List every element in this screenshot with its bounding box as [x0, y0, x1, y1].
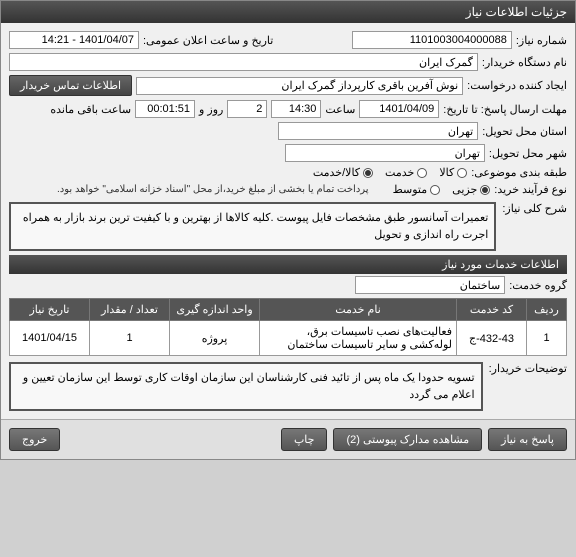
radio-dot-icon [417, 168, 427, 178]
announce-field: 1401/04/07 - 14:21 [9, 31, 139, 49]
td-code: 432-43-ج [457, 321, 527, 356]
radio-both-label: کالا/خدمت [313, 166, 360, 179]
row-process: نوع فرآیند خرید: جزیی متوسط پرداخت تمام … [9, 183, 567, 196]
deadline-time-field: 14:30 [271, 100, 321, 118]
category-label: طبقه بندی موضوعی: [471, 166, 567, 179]
province-field: تهران [278, 122, 478, 140]
province-label: استان محل تحویل: [482, 125, 567, 138]
radio-dot-icon [363, 168, 373, 178]
th-name: نام خدمت [260, 299, 457, 321]
announce-label: تاریخ و ساعت اعلان عمومی: [143, 34, 273, 47]
requester-field: نوش آفرین باقری کارپرداز گمرک ایران [136, 77, 463, 95]
radio-khadamat[interactable]: خدمت [385, 166, 427, 179]
days-label: روز و [199, 103, 223, 116]
deadline-label: مهلت ارسال پاسخ: تا تاریخ: [443, 103, 567, 116]
footer-buttons: پاسخ به نیاز مشاهده مدارک پیوستی (2) چاپ… [1, 419, 575, 459]
td-qty: 1 [90, 321, 170, 356]
category-radio-group: کالا خدمت کالا/خدمت [313, 166, 467, 179]
row-requester: ایجاد کننده درخواست: نوش آفرین باقری کار… [9, 75, 567, 96]
buyer-org-field: گمرک ایران [9, 53, 478, 71]
general-desc-box: تعمیرات آسانسور طبق مشخصات فایل پیوست .ک… [9, 202, 496, 251]
group-label: گروه خدمت: [509, 279, 567, 292]
row-niaz-number: شماره نیاز: 1101003004000088 تاریخ و ساع… [9, 31, 567, 49]
radio-dot-icon [457, 168, 467, 178]
print-button[interactable]: چاپ [281, 428, 328, 451]
time-label-1: ساعت [325, 103, 355, 116]
table-header-row: ردیف کد خدمت نام خدمت واحد اندازه گیری ت… [10, 299, 567, 321]
payment-note: پرداخت تمام یا بخشی از مبلغ خرید،از محل … [57, 184, 369, 195]
buyer-note-box: تسویه حدودا یک ماه پس از تائید فنی کارشن… [9, 362, 483, 411]
group-field: ساختمان [355, 276, 505, 294]
radio-kala-label: کالا [439, 166, 454, 179]
row-deadline: مهلت ارسال پاسخ: تا تاریخ: 1401/04/09 سا… [9, 100, 567, 118]
remaining-label: ساعت باقی مانده [50, 103, 131, 116]
td-unit: پروژه [170, 321, 260, 356]
process-label: نوع فرآیند خرید: [494, 183, 567, 196]
radio-dot-icon [430, 185, 440, 195]
radio-kala[interactable]: کالا [439, 166, 467, 179]
th-code: کد خدمت [457, 299, 527, 321]
contact-buyer-button[interactable]: اطلاعات تماس خریدار [9, 75, 132, 96]
td-name: فعالیت‌های نصب تاسیسات برق، لوله‌کشی و س… [260, 321, 457, 356]
row-category: طبقه بندی موضوعی: کالا خدمت کالا/خدمت [9, 166, 567, 179]
th-qty: تعداد / مقدار [90, 299, 170, 321]
radio-both[interactable]: کالا/خدمت [313, 166, 373, 179]
radio-minor-label: جزیی [452, 183, 477, 196]
radio-khadamat-label: خدمت [385, 166, 414, 179]
table-row: 1 432-43-ج فعالیت‌های نصب تاسیسات برق، ل… [10, 321, 567, 356]
process-radio-group: جزیی متوسط [393, 183, 491, 196]
th-row: ردیف [527, 299, 567, 321]
general-desc-label: شرح کلی نیاز: [502, 202, 567, 215]
niaz-number-field: 1101003004000088 [352, 31, 512, 49]
buyer-note-label: توضیحات خریدار: [489, 362, 567, 375]
row-buyer-note: توضیحات خریدار: تسویه حدودا یک ماه پس از… [9, 362, 567, 411]
attachments-button[interactable]: مشاهده مدارک پیوستی (2) [333, 428, 482, 451]
th-unit: واحد اندازه گیری [170, 299, 260, 321]
row-province: استان محل تحویل: تهران [9, 122, 567, 140]
td-date: 1401/04/15 [10, 321, 90, 356]
radio-minor[interactable]: جزیی [452, 183, 490, 196]
main-window: جزئیات اطلاعات نیاز شماره نیاز: 11010030… [0, 0, 576, 460]
city-field: تهران [285, 144, 485, 162]
services-table: ردیف کد خدمت نام خدمت واحد اندازه گیری ت… [9, 298, 567, 356]
reply-button[interactable]: پاسخ به نیاز [488, 428, 567, 451]
deadline-date-field: 1401/04/09 [359, 100, 439, 118]
row-general-desc: شرح کلی نیاز: تعمیرات آسانسور طبق مشخصات… [9, 202, 567, 251]
requester-label: ایجاد کننده درخواست: [467, 79, 567, 92]
city-label: شهر محل تحویل: [489, 147, 567, 160]
th-date: تاریخ نیاز [10, 299, 90, 321]
window-title: جزئیات اطلاعات نیاز [466, 5, 567, 19]
niaz-number-label: شماره نیاز: [516, 34, 567, 47]
exit-button[interactable]: خروج [9, 428, 60, 451]
radio-medium[interactable]: متوسط [393, 183, 441, 196]
window-titlebar: جزئیات اطلاعات نیاز [1, 1, 575, 23]
row-group: گروه خدمت: ساختمان [9, 276, 567, 294]
content-area: شماره نیاز: 1101003004000088 تاریخ و ساع… [1, 23, 575, 419]
radio-medium-label: متوسط [393, 183, 428, 196]
td-row: 1 [527, 321, 567, 356]
row-city: شهر محل تحویل: تهران [9, 144, 567, 162]
buyer-org-label: نام دستگاه خریدار: [482, 56, 567, 69]
row-buyer-org: نام دستگاه خریدار: گمرک ایران [9, 53, 567, 71]
services-section-header: اطلاعات خدمات مورد نیاز [9, 255, 567, 274]
radio-dot-icon [480, 185, 490, 195]
remaining-time-field: 00:01:51 [135, 100, 195, 118]
days-field: 2 [227, 100, 267, 118]
